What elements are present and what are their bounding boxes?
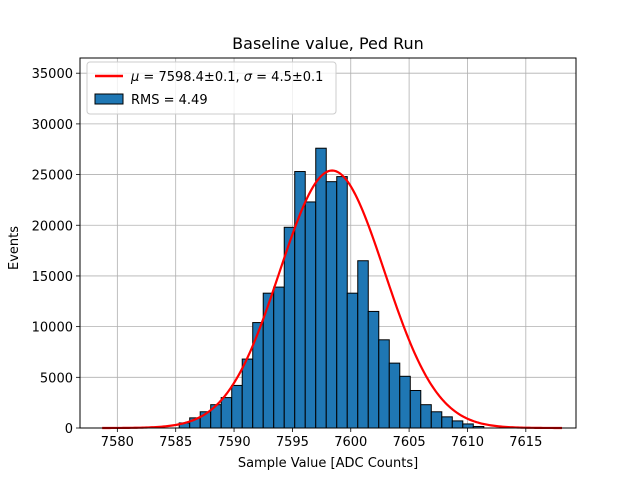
- x-tick-label: 7585: [159, 435, 192, 450]
- histogram-bar: [357, 260, 369, 429]
- y-tick-label: 0: [65, 422, 73, 437]
- legend-fit-label: μ = 7598.4±0.1, σ = 4.5±0.1: [130, 70, 323, 85]
- legend-box: [86, 61, 337, 115]
- histogram-bar: [441, 416, 453, 429]
- x-tick-label: 7605: [393, 435, 426, 450]
- histogram-bar: [294, 171, 306, 429]
- histogram-bar: [430, 411, 443, 429]
- histogram-bar: [462, 423, 474, 429]
- histogram-bar: [420, 404, 432, 429]
- histogram-bar: [304, 201, 317, 429]
- histogram-bar: [273, 286, 285, 429]
- y-axis-label: Events: [7, 226, 22, 270]
- y-tick-label: 20000: [32, 219, 73, 234]
- axis-ticks: 7580 7585 7590 7595 7600 7605 7610 7615 0 5000 100…: [32, 67, 543, 450]
- y-tick-label: 10000: [32, 321, 73, 336]
- histogram-bar: [315, 147, 327, 429]
- histogram-bar: [336, 176, 348, 429]
- histogram-bar: [388, 362, 401, 429]
- x-tick-label: 7590: [218, 435, 251, 450]
- y-tick-label: 30000: [32, 118, 73, 133]
- histogram-bar: [252, 322, 264, 429]
- gaussian-fit-curve: [102, 169, 562, 430]
- histogram-bar: [325, 181, 338, 429]
- plot-frame: [79, 57, 577, 429]
- histogram-bar: [283, 226, 296, 429]
- y-tick-label: 35000: [32, 67, 73, 82]
- histogram-bar: [231, 384, 243, 429]
- y-tick-label: 25000: [32, 169, 73, 184]
- x-tick-label: 7595: [276, 435, 309, 450]
- histogram-bar: [409, 389, 422, 429]
- histogram-bar: [399, 375, 411, 429]
- histogram-bar: [378, 339, 390, 429]
- histogram-bar: [220, 397, 233, 429]
- x-tick-label: 7580: [101, 435, 134, 450]
- x-axis-label: Sample Value [ADC Counts]: [238, 456, 418, 471]
- y-tick-label: 5000: [40, 371, 73, 386]
- histogram-bar: [451, 420, 464, 429]
- legend-histogram-label: RMS = 4.49: [131, 93, 208, 108]
- y-tick-label: 15000: [32, 270, 73, 285]
- gaussian-fit: [102, 169, 562, 430]
- histogram-bar: [367, 310, 380, 429]
- x-tick-label: 7600: [334, 435, 367, 450]
- legend-histogram-swatch: [94, 93, 124, 105]
- histogram-bar: [346, 292, 359, 429]
- x-tick-label: 7615: [509, 435, 542, 450]
- histogram-bar: [241, 358, 254, 429]
- chart-title: Baseline value, Ped Run: [232, 34, 424, 53]
- x-tick-label: 7610: [451, 435, 484, 450]
- legend: μ = 7598.4±0.1, σ = 4.5±0.1 RMS = 4.49: [86, 61, 337, 115]
